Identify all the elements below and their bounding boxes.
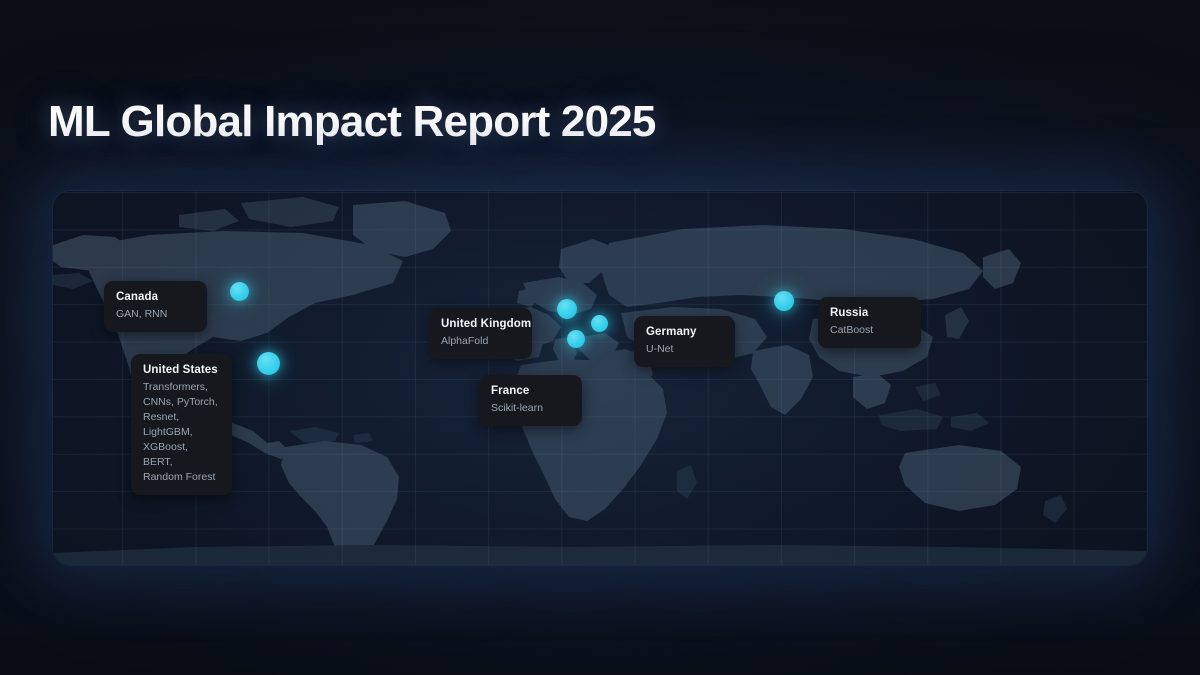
map-grid-overlay	[53, 191, 1147, 565]
label-united-kingdom[interactable]: United Kingdom AlphaFold	[429, 308, 532, 360]
marker-france[interactable]	[567, 330, 585, 348]
label-model-list: CatBoost	[830, 324, 874, 337]
label-united-states[interactable]: United States Transformers, CNNs, PyTorch,…	[131, 354, 232, 495]
label-country-name: United Kingdom	[441, 318, 532, 330]
label-country-name: France	[491, 385, 530, 397]
marker-russia[interactable]	[774, 291, 794, 311]
label-model-list: AlphaFold	[441, 335, 489, 348]
label-germany[interactable]: Germany U-Net	[634, 316, 735, 368]
label-russia[interactable]: Russia CatBoost	[818, 297, 921, 349]
marker-canada[interactable]	[229, 281, 249, 301]
label-country-name: Canada	[116, 291, 159, 303]
label-country-name: United States	[143, 364, 218, 376]
marker-united-kingdom[interactable]	[557, 299, 577, 319]
marker-united-states[interactable]	[256, 351, 280, 375]
label-model-list: U-Net	[646, 343, 674, 356]
label-france[interactable]: France Scikit-learn	[479, 375, 582, 427]
label-model-list: GAN, RNN	[116, 308, 168, 321]
label-country-name: Russia	[830, 307, 869, 319]
marker-germany[interactable]	[590, 314, 608, 332]
label-country-name: Germany	[646, 326, 697, 338]
label-model-list: Scikit-learn	[491, 402, 543, 415]
label-model-list: Transformers, CNNs, PyTorch, Resnet, Light…	[143, 381, 218, 483]
label-canada[interactable]: Canada GAN, RNN	[104, 281, 207, 333]
page-title: ML Global Impact Report 2025	[48, 97, 656, 146]
